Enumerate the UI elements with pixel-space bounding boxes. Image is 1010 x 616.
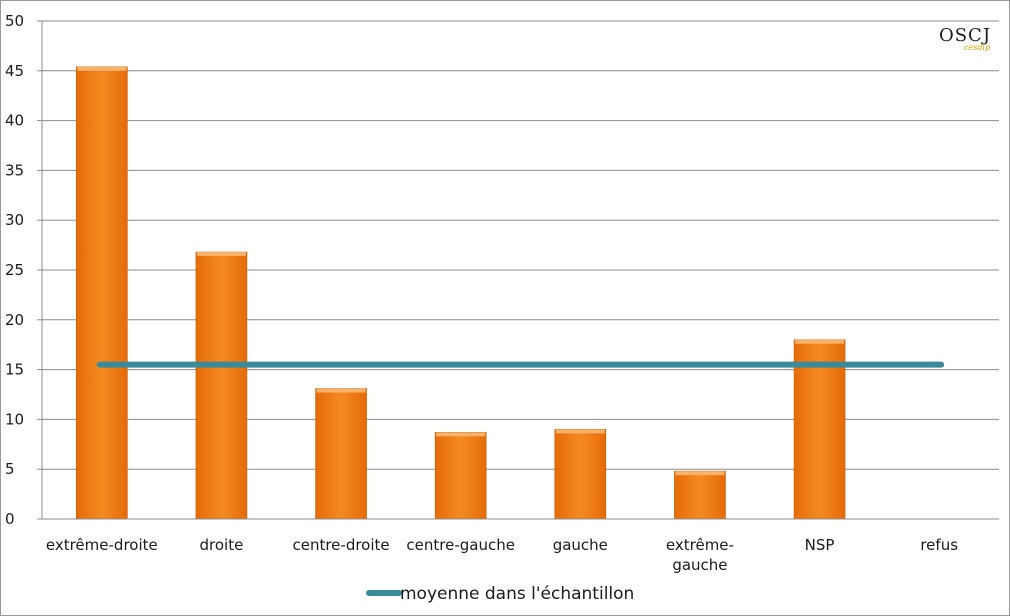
x-category-label: refus [920, 536, 958, 554]
x-category-label: droite [200, 536, 244, 554]
y-axis: 0 5 10 15 20 25 30 35 40 45 50 [5, 12, 43, 528]
y-tick-label: 0 [5, 510, 15, 528]
x-axis: extrême-droite droite centre-droite centre-… [42, 518, 999, 574]
oscj-logo: OSCJ cesdip [939, 25, 991, 52]
y-tick-label: 20 [5, 311, 24, 329]
y-tick-label: 15 [5, 361, 24, 379]
y-tick-label: 50 [5, 12, 24, 30]
bar-highlight [795, 339, 845, 344]
logo-subtext: cesdip [964, 43, 990, 52]
y-tick-label: 25 [5, 261, 24, 279]
y-tick-label: 5 [5, 460, 15, 478]
x-category-label: gauche [672, 556, 727, 574]
bar-highlight [675, 471, 725, 476]
legend-label: moyenne dans l'échantillon [400, 584, 634, 604]
bar [793, 339, 846, 520]
x-category-label: centre-droite [292, 536, 389, 554]
bar [674, 470, 726, 520]
legend: moyenne dans l'échantillon [366, 584, 634, 604]
bar [315, 388, 367, 520]
x-category-label: gauche [553, 536, 608, 554]
y-tick-label: 40 [5, 112, 24, 130]
y-tick-label: 45 [5, 62, 24, 80]
bar [434, 432, 487, 520]
bar [554, 429, 607, 520]
grid-lines [42, 20, 999, 520]
y-tick-label: 30 [5, 211, 24, 229]
x-category-label: centre-gauche [406, 536, 515, 554]
bar-highlight [436, 432, 486, 437]
bar-highlight [555, 429, 605, 434]
x-category-label: NSP [805, 536, 835, 554]
bar-highlight [316, 388, 366, 393]
x-category-label: extrême- [666, 536, 734, 554]
y-tick-label: 35 [5, 161, 24, 179]
bar [195, 251, 248, 520]
logo-text: OSCJ [939, 25, 991, 46]
bar-highlight [77, 66, 127, 71]
bars [76, 66, 846, 520]
y-tick-label: 10 [5, 410, 24, 428]
x-category-label: extrême-droite [46, 536, 158, 554]
bar [76, 66, 128, 520]
bar-highlight [196, 252, 246, 257]
